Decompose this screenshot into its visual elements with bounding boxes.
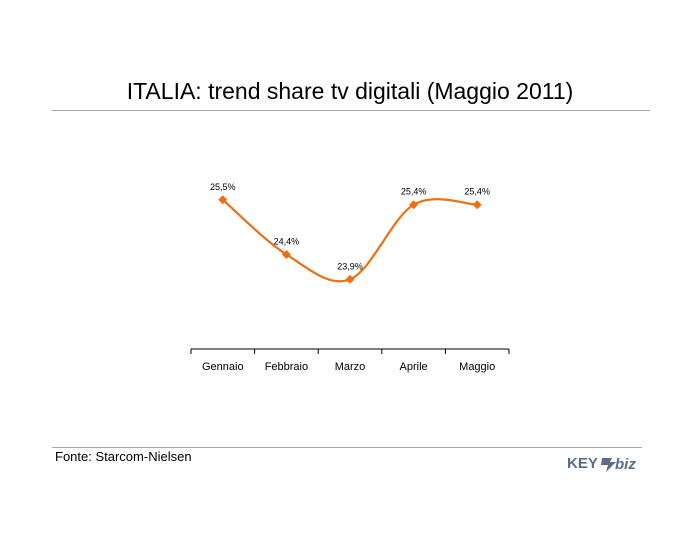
key4biz-logo-icon: KEY biz: [567, 455, 636, 473]
data-label: 25,5%: [210, 182, 236, 192]
x-tick-label: Febbraio: [265, 361, 308, 373]
x-tick-label: Maggio: [459, 361, 495, 373]
data-label: 25,4%: [464, 187, 490, 197]
logo-key-text: KEY: [567, 455, 598, 472]
data-label: 24,4%: [274, 236, 300, 246]
x-tick-label: Marzo: [335, 361, 366, 373]
data-point: [218, 195, 228, 205]
data-point: [472, 200, 482, 210]
data-label: 25,4%: [401, 187, 427, 197]
title-divider: [52, 110, 650, 111]
footer-divider: [52, 447, 642, 448]
data-label: 23,9%: [337, 261, 363, 271]
x-tick-label: Gennaio: [202, 361, 244, 373]
data-point: [281, 249, 291, 259]
data-point: [409, 200, 419, 210]
logo-biz-text: biz: [615, 456, 636, 473]
chart-title: ITALIA: trend share tv digitali (Maggio …: [126, 78, 574, 104]
data-point: [345, 274, 355, 284]
source-note: Fonte: Starcom-Nielsen: [55, 449, 192, 464]
logo-arrow-icon: [601, 458, 616, 472]
x-tick-label: Aprile: [400, 361, 428, 373]
